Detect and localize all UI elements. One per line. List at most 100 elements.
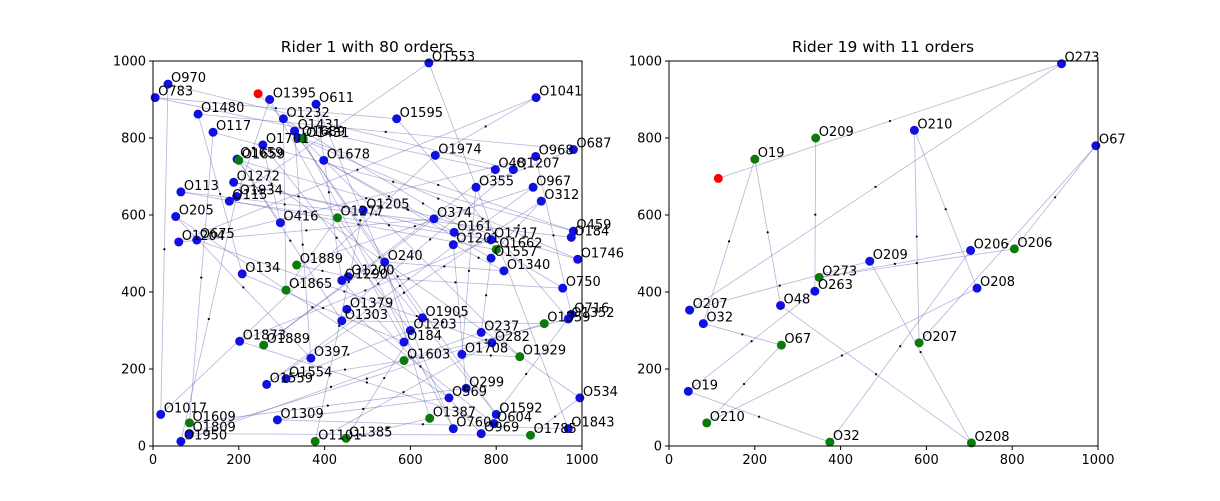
dropoff-point	[491, 245, 501, 255]
order-label: O1309	[280, 407, 323, 422]
waypoint-dot	[274, 107, 278, 110]
waypoint-dot	[252, 146, 255, 150]
pickup-point	[430, 150, 440, 160]
waypoint-dot	[407, 208, 410, 211]
waypoint-dot	[741, 333, 744, 336]
waypoint-dot	[270, 182, 273, 185]
order-label: O113	[184, 179, 219, 194]
order-label: O67	[784, 332, 811, 347]
order-label: O459	[576, 218, 611, 233]
waypoint-dot	[359, 219, 362, 222]
pickup-point	[865, 256, 875, 266]
pickup-point	[171, 212, 181, 222]
dropoff-point	[1009, 244, 1019, 254]
dropoff-point	[292, 260, 302, 270]
pickup-point	[176, 187, 186, 197]
pickup-point	[156, 409, 166, 419]
order-label: O1385	[349, 425, 392, 440]
order-label: O1659	[240, 146, 283, 161]
waypoint-dot	[484, 125, 487, 128]
order-label: O209	[819, 125, 854, 140]
pickup-point	[229, 177, 239, 187]
waypoint-dot	[200, 276, 203, 279]
waypoint-dot	[364, 289, 367, 292]
order-labels: O273O210O67O209O206O208O263O48O207O32O19…	[691, 51, 1125, 445]
waypoint-dot	[421, 202, 425, 205]
order-label: O1689	[302, 125, 345, 140]
waypoint-dot	[1054, 196, 1057, 199]
order-label: O210	[710, 410, 745, 425]
waypoint-dot	[814, 213, 817, 216]
waypoint-dot	[365, 381, 368, 384]
y-tick-label: 800	[121, 132, 146, 147]
order-label: O1701	[266, 132, 309, 147]
waypoint-dot	[899, 345, 902, 348]
waypoint-dot	[362, 407, 365, 410]
dropoff-point	[776, 340, 786, 350]
pickup-point	[208, 127, 218, 137]
order-label: O397	[314, 345, 349, 360]
waypoint-dot	[421, 423, 424, 426]
order-label: O312	[544, 188, 579, 203]
pickup-point	[776, 300, 786, 310]
pickup-point	[558, 283, 568, 293]
pickup-point	[405, 326, 415, 335]
order-label: O534	[583, 385, 618, 400]
waypoint-dot	[554, 415, 557, 418]
order-label: O1200	[351, 264, 394, 279]
pickup-point	[174, 237, 184, 247]
pickup-point	[306, 353, 316, 363]
pickup-point	[176, 436, 186, 446]
pickup-point	[966, 245, 976, 255]
order-label: O1843	[571, 416, 614, 431]
pickup-point	[491, 409, 501, 419]
order-label: O184	[407, 329, 442, 344]
waypoint-dot	[485, 294, 488, 297]
order-label: O1659	[242, 147, 285, 162]
order-label: O1905	[425, 305, 468, 320]
x-tick-label: 800	[484, 453, 509, 468]
waypoint-dot	[477, 256, 480, 259]
pickup-point	[224, 196, 234, 206]
order-label: O1746	[581, 246, 624, 261]
pickup-point	[563, 424, 573, 434]
order-label: O208	[980, 275, 1015, 290]
waypoint-dot	[321, 306, 325, 310]
waypoint-dot	[398, 284, 401, 287]
waypoint-dot	[310, 252, 313, 255]
dropoff-point	[814, 272, 824, 282]
order-label: O117	[216, 119, 251, 134]
x-tick-label: 400	[828, 453, 853, 468]
order-label: O1201	[456, 232, 499, 247]
order-label: O1717	[494, 227, 537, 242]
dropoff-point	[259, 340, 269, 350]
order-label: O48	[784, 292, 811, 307]
order-points	[683, 59, 1101, 448]
order-label: O48	[498, 157, 525, 172]
plot-title: Rider 1 with 80 orders	[281, 38, 453, 56]
x-tick-label: 600	[914, 453, 939, 468]
pickup-point	[380, 257, 390, 267]
pickup-point	[449, 227, 459, 237]
dropoff-point	[526, 430, 536, 440]
order-label: O208	[974, 430, 1009, 445]
x-tick-label: 200	[742, 453, 767, 468]
pickup-point	[489, 419, 499, 429]
order-label: O206	[974, 237, 1009, 252]
dropoff-point	[914, 338, 924, 348]
pickup-point	[281, 374, 291, 384]
y-tick-label: 400	[637, 286, 662, 301]
waypoint-dot	[742, 382, 746, 386]
dropoff-point	[825, 437, 835, 447]
waypoint-dot	[301, 243, 304, 246]
pickup-point	[275, 218, 285, 228]
order-label: O1340	[507, 258, 550, 273]
order-label: O716	[574, 301, 609, 316]
waypoint-dot	[757, 415, 761, 418]
pickup-point	[698, 319, 708, 329]
order-label: O1379	[350, 296, 393, 311]
axis-ticks: 0 200 400 600 800 1000 0 200 400 600 800 1000	[629, 55, 1115, 469]
dropoff-point	[234, 155, 244, 165]
pickup-point	[272, 415, 282, 425]
